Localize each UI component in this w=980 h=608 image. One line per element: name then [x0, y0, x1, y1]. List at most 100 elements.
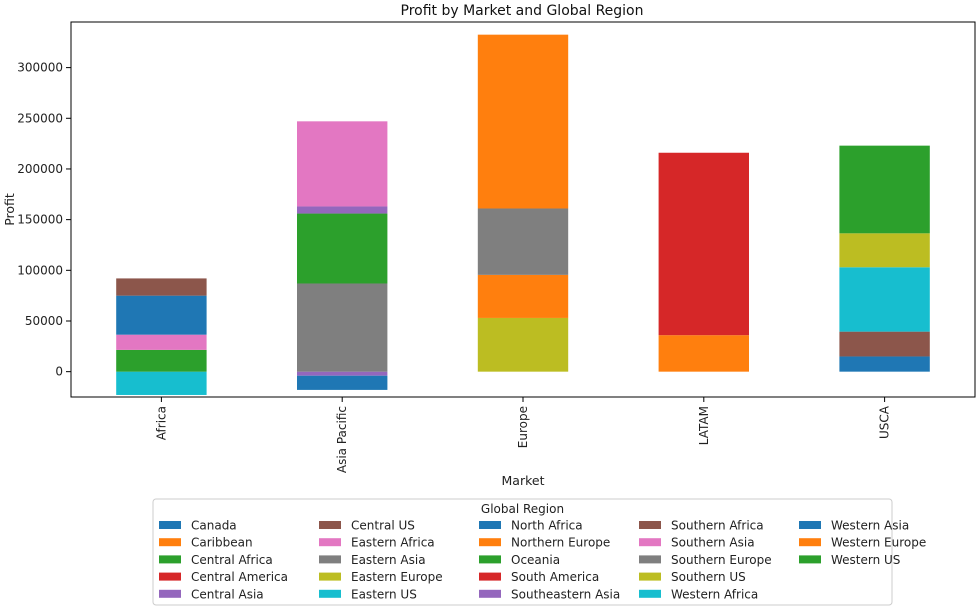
- legend-swatch: [479, 572, 501, 581]
- legend-item-western-europe: Western Europe: [799, 536, 926, 550]
- y-tick-label: 0: [55, 365, 63, 379]
- bar-asia-pacific-central-asia: [297, 371, 388, 376]
- bar-africa-eastern-africa: [116, 334, 207, 350]
- legend-label: South America: [511, 570, 599, 584]
- legend-swatch: [639, 589, 661, 598]
- legend-swatch: [639, 555, 661, 564]
- legend-label: Eastern Europe: [351, 570, 443, 584]
- bar-europe-southern-europe: [477, 208, 569, 275]
- legend-swatch: [319, 572, 341, 581]
- legend-item-central-us: Central US: [319, 519, 415, 533]
- legend-item-western-us: Western US: [799, 553, 900, 567]
- bar-europe-northern-europe: [477, 274, 569, 318]
- bar-africa-western-africa: [116, 371, 207, 395]
- bar-asia-pacific-oceania: [297, 213, 388, 284]
- legend-item-central-africa: Central Africa: [159, 553, 273, 567]
- legend-swatch: [159, 521, 181, 529]
- legend-label: Southern Asia: [671, 536, 755, 550]
- legend-swatch: [639, 521, 661, 529]
- x-axis-label: Market: [502, 473, 545, 488]
- chart-title: Profit by Market and Global Region: [401, 3, 644, 19]
- legend-label: Northern Europe: [511, 536, 610, 550]
- legend-label: Western Africa: [671, 587, 758, 601]
- legend-swatch: [799, 538, 821, 547]
- legend-label: Central Africa: [191, 553, 273, 567]
- bar-usca-canada: [839, 356, 930, 372]
- legend-item-canada: Canada: [159, 519, 237, 533]
- y-tick-label: 250000: [17, 111, 63, 125]
- legend-label: Southern US: [671, 570, 746, 584]
- legend-swatch: [319, 589, 341, 598]
- legend-item-southeastern-asia: Southeastern Asia: [479, 587, 620, 601]
- legend-item-southern-us: Southern US: [639, 570, 746, 584]
- x-tick-label-asia-pacific: Asia Pacific: [335, 406, 349, 473]
- legend-label: North Africa: [511, 519, 583, 533]
- legend-label: Eastern Africa: [351, 536, 435, 550]
- y-axis: 0 50000 100000 150000 200000 250000 300000: [17, 61, 71, 379]
- y-tick-label: 300000: [17, 61, 63, 75]
- bar-asia-pacific-southeastern-asia: [297, 206, 388, 214]
- bar-africa-central-africa: [116, 349, 207, 372]
- y-axis-label: Profit: [2, 193, 17, 226]
- bar-latam-central-america: [658, 152, 749, 336]
- x-tick-label-europe: Europe: [516, 406, 530, 448]
- legend-label: Eastern Asia: [351, 553, 426, 567]
- legend-swatch: [319, 521, 341, 529]
- legend-swatch: [159, 572, 181, 581]
- bar-europe-eastern-europe: [477, 317, 569, 372]
- legend-item-central-america: Central America: [159, 570, 288, 584]
- legend-label: Southern Europe: [671, 553, 772, 567]
- legend-item-southern-europe: Southern Europe: [639, 553, 772, 567]
- legend-label: Oceania: [511, 553, 560, 567]
- legend-item-eastern-africa: Eastern Africa: [319, 536, 435, 550]
- legend-label: Canada: [191, 519, 237, 533]
- y-tick-label: 100000: [17, 263, 63, 277]
- legend-swatch: [159, 555, 181, 564]
- legend-label: Caribbean: [191, 536, 253, 550]
- legend-label: Central US: [351, 519, 415, 533]
- legend-label: Western Asia: [831, 519, 909, 533]
- legend-swatch: [159, 538, 181, 547]
- legend-item-central-asia: Central Asia: [159, 587, 264, 601]
- legend-label: Eastern US: [351, 587, 417, 601]
- legend-swatch: [799, 521, 821, 529]
- legend-item-northern-europe: Northern Europe: [479, 536, 610, 550]
- bar-usca-western-us: [839, 145, 930, 234]
- legend-label: Central Asia: [191, 587, 264, 601]
- legend: Global Region Canada Caribbean Central Afri…: [152, 498, 926, 606]
- bar-asia-pacific-western-asia: [297, 375, 388, 390]
- legend-item-eastern-europe: Eastern Europe: [319, 570, 443, 584]
- bars-layer: [116, 34, 930, 395]
- x-tick-label-africa: Africa: [154, 406, 168, 440]
- plot-frame: [70, 21, 976, 398]
- legend-item-caribbean: Caribbean: [159, 536, 253, 550]
- legend-item-southern-asia: Southern Asia: [639, 536, 755, 550]
- legend-swatch: [799, 555, 821, 564]
- bar-usca-eastern-us: [839, 267, 930, 332]
- legend-item-southern-africa: Southern Africa: [639, 519, 764, 533]
- legend-swatch: [479, 555, 501, 564]
- x-tick-label-latam: LATAM: [697, 406, 711, 445]
- legend-title: Global Region: [481, 502, 564, 516]
- y-tick-label: 50000: [25, 314, 63, 328]
- bar-asia-pacific-eastern-asia: [297, 283, 388, 372]
- legend-item-western-africa: Western Africa: [639, 587, 758, 601]
- legend-swatch: [319, 555, 341, 564]
- legend-item-eastern-asia: Eastern Asia: [319, 553, 426, 567]
- bar-latam-caribbean: [658, 335, 749, 372]
- x-axis: Africa Asia Pacific Europe LATAM USCA: [154, 397, 892, 473]
- legend-label: Western US: [831, 553, 900, 567]
- legend-item-eastern-us: Eastern US: [319, 587, 417, 601]
- y-tick-label: 200000: [17, 162, 63, 176]
- bar-usca-southern-us: [839, 233, 930, 268]
- legend-label: Central America: [191, 570, 288, 584]
- bar-africa-north-africa: [116, 295, 207, 335]
- legend-label: Southeastern Asia: [511, 587, 620, 601]
- y-tick-label: 150000: [17, 213, 63, 227]
- legend-label: Southern Africa: [671, 519, 764, 533]
- legend-label: Western Europe: [831, 536, 926, 550]
- legend-swatch: [639, 572, 661, 581]
- legend-swatch: [479, 589, 501, 598]
- bar-africa-southern-africa: [116, 278, 207, 296]
